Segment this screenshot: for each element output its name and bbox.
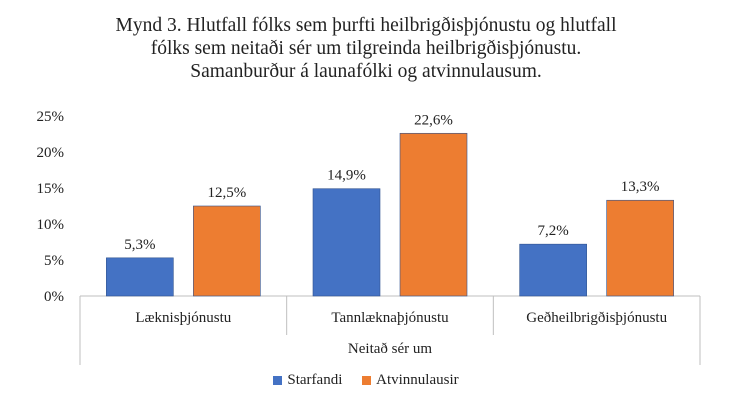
- chart-title-line: Mynd 3. Hlutfall fólks sem þurfti heilbr…: [115, 15, 617, 36]
- data-label: 7,2%: [538, 223, 569, 239]
- legend-item-atvinnulausir: Atvinnulausir: [362, 372, 459, 389]
- data-label: 12,5%: [207, 185, 246, 201]
- bar-atvinnulausir: [606, 199, 674, 297]
- data-label: 13,3%: [621, 179, 660, 195]
- legend-label-starfandi: Starfandi: [287, 372, 343, 388]
- y-tick-label: 0%: [44, 289, 64, 305]
- chart-title-line: fólks sem neitaði sér um tilgreinda heil…: [150, 38, 582, 59]
- y-tick-label: 15%: [37, 181, 65, 197]
- y-tick-label: 20%: [37, 145, 65, 161]
- category-label: Læknisþjónustu: [135, 310, 231, 326]
- legend-item-starfandi: Starfandi: [273, 372, 342, 389]
- legend-swatch-starfandi: [273, 376, 283, 385]
- bar-starfandi: [519, 243, 587, 297]
- legend-swatch-atvinnulausir: [362, 376, 372, 385]
- bar-starfandi: [312, 188, 381, 297]
- data-label: 14,9%: [327, 168, 366, 184]
- legend: Starfandi Atvinnulausir: [0, 372, 732, 390]
- bar-starfandi: [106, 257, 174, 297]
- chart-title-line: Samanburður á launafólki og atvinnulausu…: [190, 61, 542, 82]
- category-label: Geðheilbrigðisþjónustu: [526, 310, 667, 326]
- y-tick-label: 5%: [44, 253, 64, 269]
- category-label: Tannlæknaþjónustu: [331, 310, 449, 326]
- legend-label-atvinnulausir: Atvinnulausir: [376, 372, 459, 388]
- y-tick-label: 25%: [37, 109, 65, 125]
- bar-atvinnulausir: [193, 205, 261, 297]
- chart-title: Mynd 3. Hlutfall fólks sem þurfti heilbr…: [0, 14, 732, 83]
- data-label: 5,3%: [124, 237, 155, 253]
- bar-atvinnulausir: [399, 132, 468, 297]
- y-tick-label: 10%: [37, 217, 65, 233]
- x-axis-title: Neitað sér um: [348, 341, 432, 357]
- data-label: 22,6%: [414, 112, 453, 128]
